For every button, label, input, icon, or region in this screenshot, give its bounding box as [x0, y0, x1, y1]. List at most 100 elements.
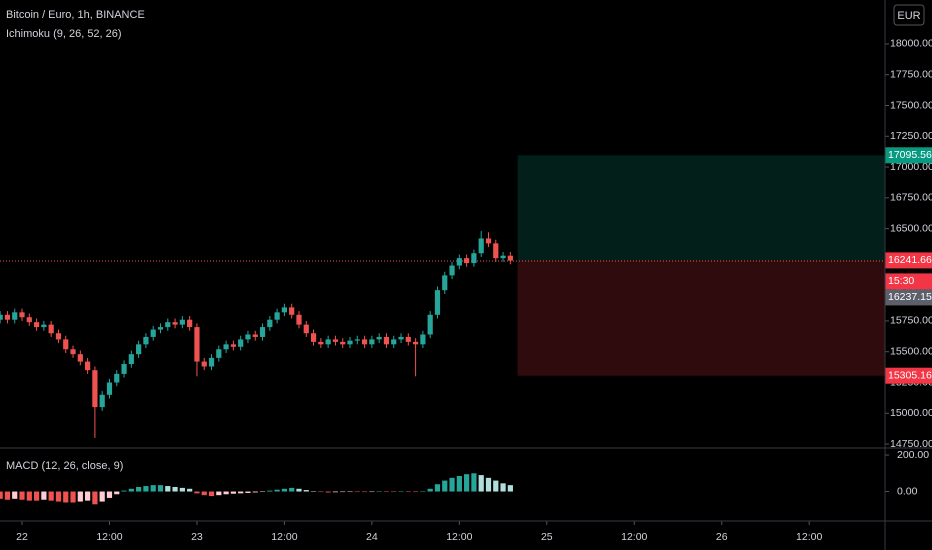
candle-body [485, 238, 492, 244]
y-tick-label: 18000.00 [890, 38, 932, 50]
macd-bar [449, 477, 455, 492]
macd-bar [121, 490, 127, 492]
candle-body [340, 341, 346, 345]
candle-body [216, 349, 222, 358]
target-zone [517, 155, 885, 261]
candle-body [296, 314, 302, 325]
macd-bar [128, 488, 134, 492]
candle-body [391, 339, 397, 345]
candle-body [41, 324, 47, 328]
macd-bar [325, 491, 331, 493]
macd-bar [48, 491, 54, 501]
macd-bar [208, 491, 215, 497]
candle-body [310, 333, 317, 342]
candle-body [318, 341, 324, 345]
macd-bar [507, 485, 513, 492]
macd-bar [77, 491, 83, 502]
candle-body [347, 340, 353, 345]
macd-bar [136, 486, 142, 492]
candle-body [238, 339, 244, 347]
candle-body [70, 349, 76, 355]
candle-body [194, 327, 200, 362]
macd-bar [41, 491, 47, 500]
currency-label[interactable]: EUR [897, 10, 920, 22]
candle-body [274, 312, 280, 320]
macd-bar [471, 473, 477, 492]
macd-bar [347, 491, 353, 493]
entry-tag-bg [885, 252, 932, 269]
macd-bar [361, 491, 368, 493]
candle-body [376, 336, 382, 340]
x-tick-label: 25 [541, 531, 553, 543]
candle-body [77, 354, 83, 362]
macd-bar [376, 491, 382, 493]
candle-body [208, 357, 215, 367]
macd-bar [281, 488, 288, 492]
macd-bar [223, 491, 229, 495]
candle-body [493, 243, 499, 259]
macd-bar [19, 491, 25, 500]
macd-bar [383, 491, 390, 493]
last-price-tag: 16237.15 [888, 291, 932, 303]
candle-body [4, 314, 11, 320]
candle-body [12, 312, 18, 320]
macd-bar [230, 491, 236, 494]
x-tick-label: 23 [191, 531, 203, 543]
currency-button[interactable] [893, 4, 925, 26]
candle-body [252, 334, 258, 337]
macd-bar [85, 491, 91, 501]
y-tick-label: 15000.00 [890, 407, 932, 419]
y-tick-label: 17500.00 [890, 99, 932, 111]
macd-bar [500, 483, 506, 492]
target-tag: 17095.56 [888, 149, 932, 161]
candle-body [449, 265, 455, 276]
macd-bar [55, 491, 62, 502]
candle-body [369, 339, 375, 345]
macd-bar [201, 491, 207, 496]
macd-bar [456, 476, 462, 492]
macd-bar [157, 485, 164, 492]
macd-title: MACD (12, 26, close, 9) [6, 460, 123, 472]
y-tick-label: 15750.00 [890, 315, 932, 327]
macd-bar [340, 491, 346, 493]
candle-body [281, 307, 288, 313]
macd-bar [427, 488, 433, 492]
x-tick-label: 22 [16, 531, 28, 543]
candle-body [245, 334, 251, 340]
candle-body [325, 339, 331, 345]
entry-tag: 16241.66 [888, 254, 932, 266]
macd-bar [478, 475, 484, 492]
chart-title: Bitcoin / Euro, 1h, BINANCE [6, 9, 145, 21]
candle-body [187, 319, 193, 328]
macd-bar [398, 491, 404, 493]
candle-body [456, 258, 462, 266]
candle-body [464, 258, 470, 264]
macd-bar [194, 491, 200, 494]
y-tick-label: 16500.00 [890, 222, 932, 234]
macd-bar [259, 491, 266, 493]
macd-bar [33, 491, 40, 501]
candle-body [143, 336, 149, 345]
macd-bar [187, 488, 193, 492]
candle-body [471, 253, 477, 264]
macd-bar [267, 490, 273, 492]
candle-body [223, 344, 229, 350]
macd-bar [413, 491, 419, 493]
candle-body [179, 319, 185, 325]
candle-body [420, 334, 426, 345]
candle-body [128, 354, 134, 365]
macd-bar [150, 485, 156, 492]
macd-bar [434, 484, 441, 492]
macd-y-tick-label: 0.00 [897, 485, 918, 497]
countdown-tag-bg [885, 273, 932, 290]
x-tick-label: 12:00 [271, 531, 297, 543]
macd-bar [391, 491, 397, 493]
macd-bar [12, 491, 18, 499]
last-price-tag-bg [885, 289, 932, 306]
x-tick-label: 24 [366, 531, 378, 543]
indicator-label: Ichimoku (9, 26, 52, 26) [6, 28, 122, 40]
candle-body [413, 341, 419, 345]
x-tick-label: 12:00 [446, 531, 472, 543]
candle-body [267, 319, 273, 328]
